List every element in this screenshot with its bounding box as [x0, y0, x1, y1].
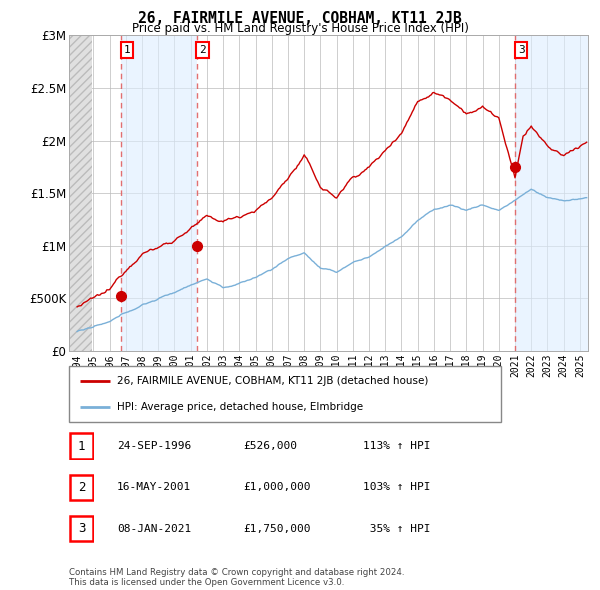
Text: 1: 1 — [78, 440, 85, 453]
Text: 1: 1 — [124, 45, 131, 55]
Text: 113% ↑ HPI: 113% ↑ HPI — [363, 441, 431, 451]
Text: 3: 3 — [78, 522, 85, 535]
Text: 35% ↑ HPI: 35% ↑ HPI — [363, 524, 431, 533]
Text: Contains HM Land Registry data © Crown copyright and database right 2024.
This d: Contains HM Land Registry data © Crown c… — [69, 568, 404, 587]
Bar — [121, 35, 197, 351]
FancyBboxPatch shape — [70, 516, 93, 542]
Text: 16-MAY-2001: 16-MAY-2001 — [117, 483, 191, 492]
FancyBboxPatch shape — [69, 366, 501, 422]
Text: Price paid vs. HM Land Registry's House Price Index (HPI): Price paid vs. HM Land Registry's House … — [131, 22, 469, 35]
Bar — [69, 35, 92, 351]
Text: 3: 3 — [518, 45, 524, 55]
FancyBboxPatch shape — [70, 433, 93, 459]
Text: 26, FAIRMILE AVENUE, COBHAM, KT11 2JB: 26, FAIRMILE AVENUE, COBHAM, KT11 2JB — [138, 11, 462, 25]
Text: 24-SEP-1996: 24-SEP-1996 — [117, 441, 191, 451]
Text: 2: 2 — [78, 481, 85, 494]
Text: HPI: Average price, detached house, Elmbridge: HPI: Average price, detached house, Elmb… — [116, 402, 362, 412]
Text: 103% ↑ HPI: 103% ↑ HPI — [363, 483, 431, 492]
FancyBboxPatch shape — [70, 474, 93, 500]
Bar — [515, 35, 588, 351]
Text: 08-JAN-2021: 08-JAN-2021 — [117, 524, 191, 533]
Text: 26, FAIRMILE AVENUE, COBHAM, KT11 2JB (detached house): 26, FAIRMILE AVENUE, COBHAM, KT11 2JB (d… — [116, 376, 428, 386]
Text: £1,000,000: £1,000,000 — [243, 483, 311, 492]
Text: £1,750,000: £1,750,000 — [243, 524, 311, 533]
Text: £526,000: £526,000 — [243, 441, 297, 451]
Text: 2: 2 — [199, 45, 206, 55]
